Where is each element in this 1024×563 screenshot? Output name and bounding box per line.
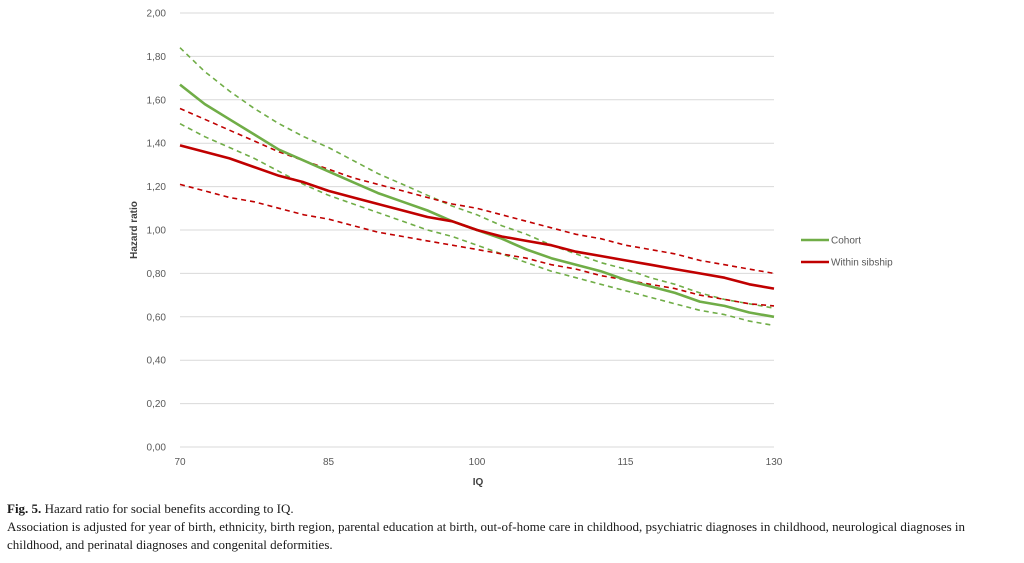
figure-title: Hazard ratio for social benefits accordi…	[44, 501, 294, 516]
x-tick-label: 70	[174, 457, 186, 468]
x-tick-label: 115	[618, 457, 634, 468]
cohort-line	[179, 83, 775, 319]
figure-caption: Fig. 5. Hazard ratio for social benefits…	[7, 500, 1022, 554]
y-tick-label: 1,60	[147, 95, 167, 106]
x-axis-title: IQ	[473, 477, 484, 488]
within-sibship-ci-line	[179, 107, 775, 275]
cohort-ci-line	[179, 122, 775, 327]
within-sibship-ci-line	[179, 183, 775, 307]
y-tick-label: 1,00	[147, 226, 167, 237]
y-tick-label: 0,40	[147, 356, 167, 367]
y-tick-label: 0,20	[147, 399, 167, 410]
figure-description: Association is adjusted for year of birt…	[7, 519, 966, 552]
x-tick-label: 100	[469, 457, 486, 468]
legend-label-cohort: Cohort	[831, 236, 861, 247]
legend-label-within-sibship: Within sibship	[831, 258, 893, 269]
y-axis-ticks: 0,00 0,20 0,40 0,60 0,80 1,00 1,20 1,40 1,60 1,80…	[147, 9, 167, 454]
y-tick-label: 1,40	[147, 139, 167, 150]
caption-title-line: Fig. 5. Hazard ratio for social benefits…	[7, 500, 1022, 518]
y-tick-label: 2,00	[147, 9, 167, 20]
y-axis-title: Hazard ratio	[129, 201, 140, 259]
hazard-ratio-chart: 0,00 0,20 0,40 0,60 0,80 1,00 1,20 1,40 1,60 1,80…	[129, 9, 893, 489]
y-tick-label: 0,60	[147, 312, 167, 323]
y-tick-label: 0,00	[147, 443, 167, 454]
y-tick-label: 1,20	[147, 182, 167, 193]
figure-label: Fig. 5.	[7, 501, 42, 516]
x-axis-ticks: 70 85 100 115 130	[174, 457, 782, 468]
y-tick-label: 1,80	[147, 52, 167, 63]
y-tick-label: 0,80	[147, 269, 167, 280]
series-lines	[179, 47, 775, 327]
x-tick-label: 85	[323, 457, 335, 468]
within-sibship-line	[179, 144, 775, 290]
cohort-ci-line	[179, 47, 775, 309]
x-tick-label: 130	[766, 457, 783, 468]
legend: Cohort Within sibship	[801, 236, 893, 269]
